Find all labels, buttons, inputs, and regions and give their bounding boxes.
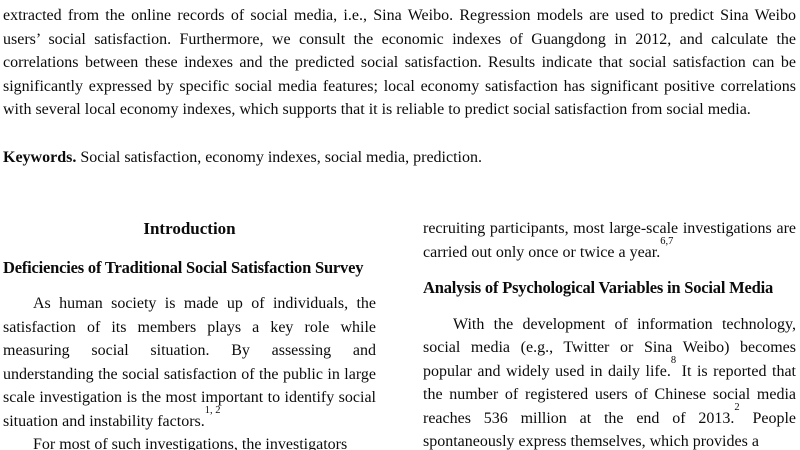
keywords-line: Keywords. Social satisfaction, economy i… [3, 146, 796, 170]
paragraph: As human society is made up of individua… [3, 292, 376, 433]
paragraph-text: People spontaneously express themselves,… [423, 409, 796, 450]
paragraph-text: It is reported that the number of regist… [423, 362, 796, 427]
citation-ref: 1, 2 [204, 405, 221, 417]
abstract-continuation-paragraph: extracted from the online records of soc… [3, 7, 796, 118]
paragraph: With the development of information tech… [423, 313, 796, 450]
paragraph-text: As human society is made up of individua… [3, 295, 376, 430]
two-column-body: Introduction Deficiencies of Traditional… [3, 217, 796, 450]
citation-ref: 6,7 [660, 236, 674, 248]
heading-deficiencies: Deficiencies of Traditional Social Satis… [3, 257, 364, 277]
keywords-label: Keywords. [3, 148, 77, 166]
paragraph-text: recruiting participants, most large-scal… [423, 220, 796, 261]
heading-analysis: Analysis of Psychological Variables in S… [423, 278, 774, 297]
citation-ref: 2 [734, 402, 740, 414]
keywords-text: Social satisfaction, economy indexes, so… [76, 148, 482, 166]
citation-ref: 8 [670, 355, 677, 367]
paragraph: For most of such investigations, the inv… [33, 436, 348, 450]
section-title-introduction: Introduction [143, 219, 236, 238]
paragraph-text: With the development of information tech… [423, 315, 796, 380]
paragraph: recruiting participants, most large-scal… [423, 217, 796, 264]
right-column: recruiting participants, most large-scal… [423, 217, 796, 450]
left-column: Introduction Deficiencies of Traditional… [3, 217, 376, 450]
